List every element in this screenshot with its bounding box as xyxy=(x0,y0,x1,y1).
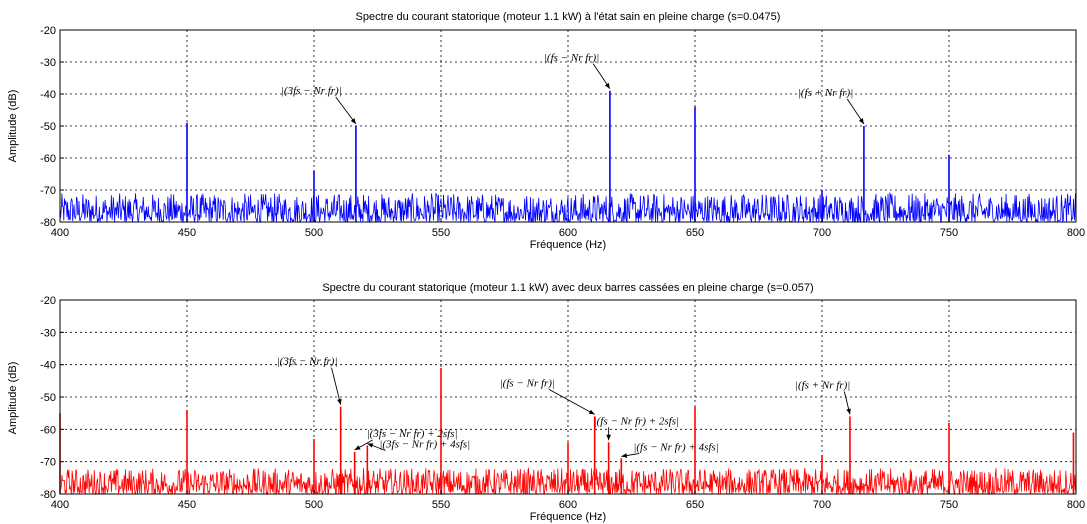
y-tick-label: -20 xyxy=(40,295,56,307)
chart-healthy: Spectre du courant statorique (moteur 1.… xyxy=(7,11,1085,251)
annotation-arrowhead xyxy=(354,445,361,450)
peak-annotation: |(fs + Nr fr)| xyxy=(798,87,853,99)
x-tick-label: 550 xyxy=(432,227,450,239)
spectrum-noise xyxy=(59,191,1077,224)
x-tick-label: 700 xyxy=(813,499,831,511)
x-tick-label: 650 xyxy=(686,499,704,511)
y-tick-label: -30 xyxy=(40,57,56,69)
annotation-arrowhead xyxy=(846,408,851,415)
x-tick-label: 700 xyxy=(813,227,831,239)
peak-annotation: |(fs − Nr fr)| xyxy=(544,52,599,64)
annotation-arrowhead xyxy=(588,409,595,415)
x-axis-label: Fréquence (Hz) xyxy=(530,239,606,251)
annotation-arrowhead xyxy=(604,82,610,89)
x-tick-label: 450 xyxy=(178,227,196,239)
y-tick-label: -60 xyxy=(40,153,56,165)
x-tick-label: 450 xyxy=(178,499,196,511)
x-tick-label: 750 xyxy=(940,499,958,511)
x-tick-label: 500 xyxy=(305,499,323,511)
x-axis-label: Fréquence (Hz) xyxy=(530,511,606,523)
annotation-arrowhead xyxy=(350,118,356,124)
peak-annotation: |(3fs − Nr fr)| xyxy=(281,85,342,97)
peak-annotation: |(3fs − Nr fr)| xyxy=(277,356,338,368)
y-tick-label: -50 xyxy=(40,392,56,404)
annotation-arrowhead xyxy=(337,398,342,405)
y-tick-label: -60 xyxy=(40,424,56,436)
peak-annotation: |(fs + Nr fr)| xyxy=(795,379,850,391)
y-tick-label: -80 xyxy=(40,489,56,501)
x-tick-label: 500 xyxy=(305,227,323,239)
peak-annotation: |(fs − Nr fr) + 2sfs| xyxy=(594,415,679,427)
chart-title: Spectre du courant statorique (moteur 1.… xyxy=(322,282,813,294)
chart-broken-bars: Spectre du courant statorique (moteur 1.… xyxy=(7,282,1085,523)
annotation-arrowhead xyxy=(606,434,611,441)
x-tick-label: 550 xyxy=(432,499,450,511)
y-axis-label: Amplitude (dB) xyxy=(7,90,19,163)
y-tick-label: -50 xyxy=(40,121,56,133)
y-tick-label: -80 xyxy=(40,217,56,229)
annotation-arrow xyxy=(548,389,595,415)
y-tick-label: -70 xyxy=(40,185,56,197)
peak-annotation: |(fs − Nr fr) + 4sfs| xyxy=(633,441,718,453)
annotation-arrowhead xyxy=(621,453,628,458)
peak-annotation: |(fs − Nr fr)| xyxy=(500,377,555,389)
annotation-arrow xyxy=(335,96,357,125)
annotation-arrowhead xyxy=(858,118,864,124)
x-tick-label: 750 xyxy=(940,227,958,239)
x-tick-label: 800 xyxy=(1067,227,1085,239)
annotation-arrow xyxy=(331,367,342,405)
y-tick-label: -40 xyxy=(40,360,56,372)
x-tick-label: 600 xyxy=(559,227,577,239)
peak-annotation: |(3fs − Nr fr) + 4sfs| xyxy=(379,439,470,451)
x-tick-label: 400 xyxy=(51,499,69,511)
x-tick-label: 800 xyxy=(1067,499,1085,511)
x-tick-label: 400 xyxy=(51,227,69,239)
x-tick-label: 650 xyxy=(686,227,704,239)
y-axis-label: Amplitude (dB) xyxy=(7,362,19,435)
chart-title: Spectre du courant statorique (moteur 1.… xyxy=(356,11,781,23)
y-tick-label: -40 xyxy=(40,89,56,101)
y-tick-label: -70 xyxy=(40,457,56,469)
y-tick-label: -30 xyxy=(40,327,56,339)
y-tick-label: -20 xyxy=(40,25,56,37)
peak-annotation: |(3fs − Nr fr) + 2sfs| xyxy=(367,428,458,440)
annotation-arrowhead xyxy=(367,443,374,448)
x-tick-label: 600 xyxy=(559,499,577,511)
